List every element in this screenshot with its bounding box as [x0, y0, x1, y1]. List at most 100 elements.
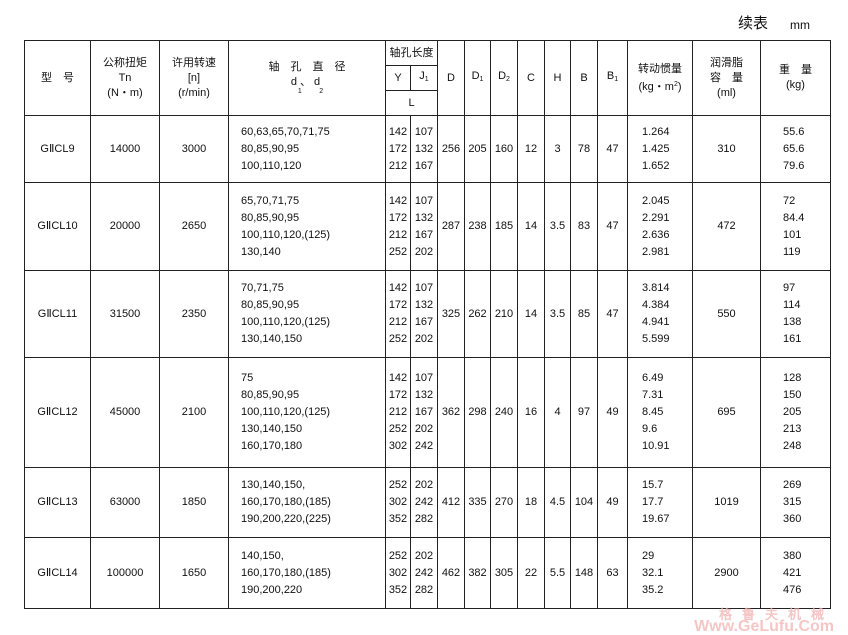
cell-y: 142 172 212 252 302 — [385, 357, 411, 468]
cell-line: 107 — [414, 282, 434, 294]
cell-inertia: 6.49 7.31 8.45 9.6 10.91 — [627, 357, 693, 468]
cell-line: 302 — [388, 440, 408, 452]
cell-line: 160,170,180 — [241, 440, 303, 452]
coupling-spec-table: 型 号 公称扭矩 Tn (N・m) 许用转速 [n] (r/min) 轴 孔 直 径 d… — [24, 40, 831, 609]
cell-line: 114 — [783, 299, 801, 311]
cell-line: 132 — [414, 389, 434, 401]
cell-line: 15.7 — [642, 479, 664, 491]
cell-c: 14 — [517, 182, 545, 271]
cell-d2: 270 — [490, 467, 518, 538]
cell-h: 4.5 — [544, 467, 571, 538]
cell-line: 1.425 — [642, 142, 670, 155]
cell-line: 202 — [414, 549, 434, 562]
cell-line: 167 — [414, 159, 434, 172]
cell-line: 100,110,120,(125) — [241, 406, 331, 418]
cell-bores: 140,150, 160,170,180,(185) 190,200,220 — [228, 537, 386, 609]
cell-line: 352 — [388, 583, 408, 596]
cell-c: 12 — [517, 115, 545, 183]
header-y: Y — [385, 65, 411, 91]
cell-line: 476 — [783, 583, 802, 596]
table-row: GⅡCL12 45000 2100 75 80,85,90,95 100,110,120,… — [24, 357, 831, 468]
cell-line: 302 — [388, 566, 408, 579]
cell-weight: 97 114 138 161 — [760, 270, 831, 358]
cell-j1: 107 132 167 — [410, 115, 438, 183]
cell-grease: 695 — [692, 357, 761, 468]
header-j1: J1 — [410, 65, 438, 91]
cell-d: 362 — [437, 357, 465, 468]
cell-c: 16 — [517, 357, 545, 468]
cell-model: GⅡCL9 — [24, 115, 91, 183]
cell-line: 1.652 — [642, 159, 670, 172]
cell-line: 138 — [783, 316, 802, 328]
cell-line: 242 — [414, 496, 434, 508]
cell-line: 80,85,90,95 — [241, 299, 300, 311]
cell-line: 252 — [388, 245, 408, 258]
cell-inertia: 2.045 2.291 2.636 2.981 — [627, 182, 693, 271]
cell-line: 213 — [783, 423, 802, 435]
cell-d2: 185 — [490, 182, 518, 271]
header-inertia: 转动惯量 (kg・m2) — [627, 40, 693, 116]
cell-grease: 550 — [692, 270, 761, 358]
cell-grease: 472 — [692, 182, 761, 271]
cell-b1: 49 — [597, 357, 628, 468]
cell-line: 72 — [783, 194, 796, 207]
cell-line: 84.4 — [783, 211, 805, 224]
cell-line: 190,200,220,(225) — [241, 513, 331, 525]
cell-line: 172 — [388, 211, 408, 224]
cell-d1: 205 — [464, 115, 491, 183]
header-B1: B1 — [597, 40, 628, 116]
table-caption: 续表 — [738, 15, 769, 32]
cell-d: 462 — [437, 537, 465, 609]
cell-line: 142 — [388, 372, 408, 384]
bore-title: 轴 孔 直 径 — [268, 61, 346, 73]
cell-b: 97 — [570, 357, 598, 468]
cell-line: 380 — [783, 549, 802, 562]
header-C: C — [517, 40, 545, 116]
header-model: 型 号 — [24, 40, 91, 116]
cell-line: 190,200,220 — [241, 583, 303, 596]
cell-line: 100,110,120 — [241, 159, 302, 172]
cell-weight: 128 150 205 213 248 — [760, 357, 831, 468]
cell-line: 29 — [642, 549, 655, 562]
cell-d1: 238 — [464, 182, 491, 271]
cell-line: 142 — [388, 125, 408, 138]
unit-label: mm — [790, 18, 810, 32]
cell-speed: 3000 — [159, 115, 229, 183]
header-torque: 公称扭矩 Tn (N・m) — [90, 40, 160, 116]
cell-line: 107 — [414, 372, 434, 384]
cell-line: 5.599 — [642, 333, 670, 345]
cell-line: 172 — [388, 299, 408, 311]
cell-line: 97 — [783, 282, 796, 294]
bore-symbols: d、d 1 2 — [291, 76, 323, 96]
cell-b1: 47 — [597, 182, 628, 271]
cell-line: 132 — [414, 142, 434, 155]
cell-model: GⅡCL12 — [24, 357, 91, 468]
bore-symbol-text: d、d — [290, 76, 324, 88]
cell-line: 202 — [414, 479, 434, 491]
cell-speed: 2650 — [159, 182, 229, 271]
cell-line: 212 — [388, 316, 408, 328]
cell-d2: 240 — [490, 357, 518, 468]
cell-inertia: 15.7 17.7 19.67 — [627, 467, 693, 538]
cell-d: 325 — [437, 270, 465, 358]
cell-line: 130,140 — [241, 245, 281, 258]
cell-inertia: 3.814 4.384 4.941 5.599 — [627, 270, 693, 358]
table-row: GⅡCL13 63000 1850 130,140,150, 160,170,180,(… — [24, 467, 831, 538]
cell-y: 252 302 352 — [385, 467, 411, 538]
cell-torque: 14000 — [90, 115, 160, 183]
cell-torque: 31500 — [90, 270, 160, 358]
cell-line: 2.636 — [642, 228, 670, 241]
cell-y: 252 302 352 — [385, 537, 411, 609]
cell-line: 2.291 — [642, 211, 670, 224]
cell-line: 140,150, — [241, 549, 284, 562]
cell-line: 2.045 — [642, 194, 670, 207]
cell-line: 172 — [388, 389, 408, 401]
cell-d: 256 — [437, 115, 465, 183]
header-D2: D2 — [490, 40, 518, 116]
cell-line: 360 — [783, 513, 802, 525]
cell-j1: 107 132 167 202 242 — [410, 357, 438, 468]
header-D1: D1 — [464, 40, 491, 116]
header-speed: 许用转速 [n] (r/min) — [159, 40, 229, 116]
cell-line: 142 — [388, 282, 408, 294]
header-grease: 润滑脂容 量 (ml) — [692, 40, 761, 116]
